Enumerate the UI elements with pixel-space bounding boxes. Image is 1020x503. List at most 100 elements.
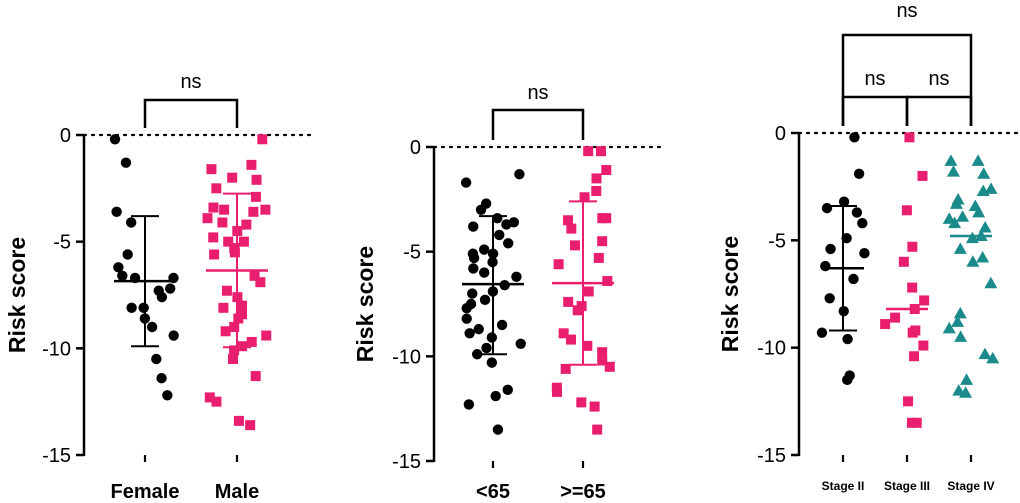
significance-label: ns: [864, 68, 885, 90]
data-point: [117, 270, 128, 281]
data-point: [901, 205, 912, 216]
data-point: [109, 134, 121, 145]
data-point: [229, 247, 240, 258]
data-point: [250, 371, 261, 382]
data-point: [965, 231, 979, 244]
data-point: [918, 340, 929, 351]
x-category-label: Male: [215, 481, 259, 503]
y-axis-title: Risk score: [352, 246, 378, 362]
data-point: [486, 357, 498, 368]
data-point: [461, 302, 472, 314]
data-point: [904, 132, 915, 143]
data-point: [576, 397, 587, 408]
data-point: [122, 249, 133, 260]
y-tick-label: -5: [403, 242, 421, 264]
data-point: [593, 252, 604, 263]
data-point: [558, 328, 569, 339]
data-point: [463, 399, 475, 410]
data-point: [468, 263, 479, 274]
data-point: [841, 232, 852, 244]
data-point: [220, 326, 231, 337]
x-category-label: Female: [111, 481, 180, 503]
data-point: [592, 424, 603, 435]
data-point: [572, 305, 583, 316]
data-point: [977, 167, 991, 179]
data-point: [164, 283, 176, 294]
data-point: [249, 270, 260, 281]
data-point: [944, 154, 958, 166]
data-point: [156, 291, 168, 303]
data-point: [211, 183, 222, 194]
data-point: [217, 217, 228, 228]
data-point: [206, 164, 217, 175]
data-point: [890, 312, 901, 323]
data-point: [496, 319, 508, 331]
data-point: [229, 322, 240, 332]
data-point: [842, 333, 853, 345]
data-point: [903, 396, 914, 407]
y-tick-label: 0: [410, 137, 421, 159]
x-category-label: Stage II: [822, 479, 865, 493]
y-tick-label: 0: [775, 123, 786, 145]
data-point: [946, 165, 960, 177]
data-point: [597, 347, 608, 358]
data-point: [898, 256, 909, 267]
data-point: [113, 262, 124, 273]
data-point: [162, 390, 173, 401]
significance-label: ns: [180, 71, 201, 93]
data-point: [138, 302, 149, 313]
significance-bracket: [143, 98, 239, 128]
data-point: [479, 267, 490, 278]
data-point: [971, 154, 985, 166]
data-point: [492, 424, 504, 435]
data-point: [502, 384, 513, 396]
data-point: [515, 338, 526, 349]
data-point: [233, 313, 244, 324]
significance-label: ns: [896, 0, 917, 22]
data-point: [579, 192, 590, 203]
data-point: [949, 197, 963, 209]
data-point: [229, 345, 240, 356]
data-point: [824, 293, 835, 304]
data-point: [820, 260, 831, 272]
data-point: [597, 355, 608, 366]
data-point: [589, 401, 600, 412]
data-point: [583, 286, 594, 297]
data-point: [227, 172, 238, 183]
data-point: [223, 236, 234, 247]
data-point: [481, 342, 492, 354]
x-category-label: <65: [476, 481, 510, 503]
data-point: [909, 351, 920, 362]
x-category-label: >=65: [560, 481, 606, 503]
data-point: [473, 323, 484, 335]
data-point: [954, 330, 968, 342]
y-tick-label: -10: [42, 338, 71, 360]
data-point: [583, 146, 594, 157]
data-point: [250, 191, 261, 202]
data-point: [111, 206, 122, 217]
data-point: [976, 251, 990, 263]
data-point: [120, 157, 132, 168]
data-point: [202, 213, 213, 224]
data-point: [204, 392, 215, 403]
y-tick-label: -15: [42, 445, 71, 467]
data-point: [461, 313, 472, 324]
significance-label: ns: [527, 82, 548, 104]
data-point: [825, 243, 836, 255]
data-point: [566, 334, 577, 345]
data-point: [853, 168, 865, 179]
y-tick-label: -10: [757, 338, 786, 360]
data-point: [951, 315, 965, 327]
data-point: [563, 215, 574, 226]
data-point: [601, 165, 612, 176]
data-point: [842, 374, 853, 386]
significance-bracket: [841, 95, 909, 126]
data-point: [917, 170, 928, 181]
data-point: [984, 276, 998, 289]
data-point: [816, 327, 828, 338]
significance-label: ns: [928, 68, 949, 90]
data-point: [251, 174, 262, 185]
data-point: [821, 202, 833, 214]
data-point: [859, 248, 870, 259]
